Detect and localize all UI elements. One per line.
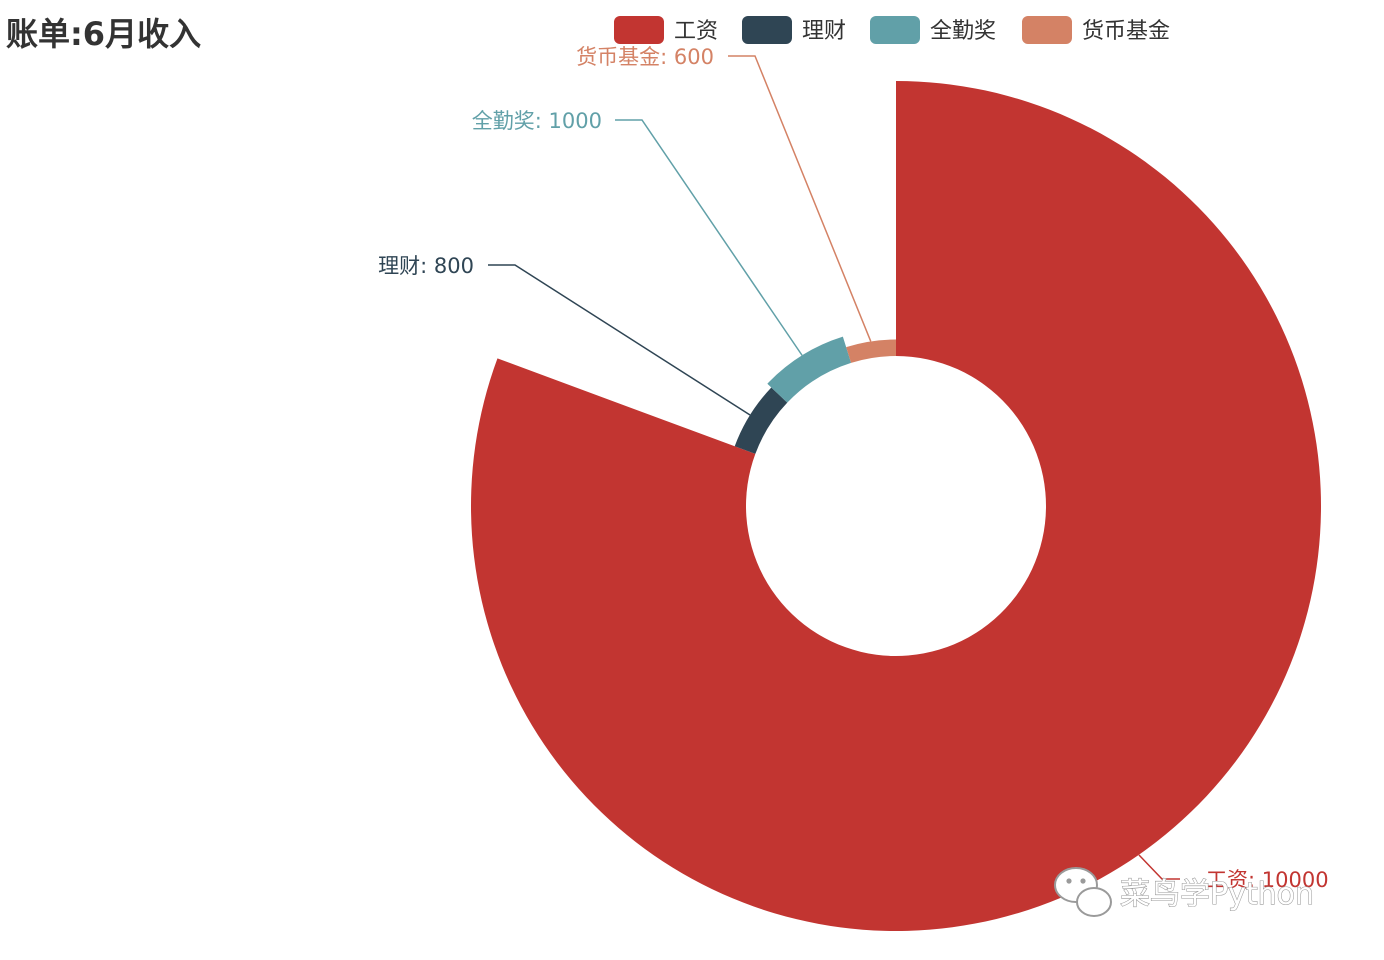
slice-e79086e8b4a2[interactable]	[734, 387, 788, 454]
legend-label: 货币基金	[1082, 19, 1170, 44]
slice-label-e585a8e58ba4e5a596: 全勤奖: 1000	[472, 109, 602, 133]
legend-item-e585a8e58ba4e5a596[interactable]: 全勤奖	[870, 16, 996, 44]
leader-line-e8b4a7e5b881e59fbae98791	[728, 55, 872, 342]
legend-swatch	[1022, 16, 1072, 44]
slice-e8b4a7e5b881e59fbae98791[interactable]	[846, 339, 896, 363]
legend-label: 工资	[674, 19, 718, 44]
watermark-text: 菜鸟学Python	[1120, 877, 1314, 912]
leader-line-e5b7a5e8b584	[1138, 854, 1180, 880]
label-leader-lines	[488, 55, 1180, 880]
watermark: 菜鸟学Python	[1054, 867, 1315, 917]
slice-e585a8e58ba4e5a596[interactable]	[767, 336, 852, 403]
legend-swatch	[870, 16, 920, 44]
slice-label-e5b7a5e8b584: 工资: 10000	[1206, 868, 1329, 892]
chart-title: 账单:6月收入	[6, 15, 201, 53]
legend-label: 全勤奖	[930, 19, 996, 44]
pie-slices	[471, 81, 1321, 931]
slice-label-e8b4a7e5b881e59fbae98791: 货币基金: 600	[576, 45, 714, 69]
slice-label-e79086e8b4a2: 理财: 800	[378, 254, 474, 278]
legend-swatch	[742, 16, 792, 44]
legend: 工资 理财 全勤奖 货币基金	[614, 16, 1170, 44]
leader-line-e585a8e58ba4e5a596	[615, 119, 803, 356]
legend-item-e79086e8b4a2[interactable]: 理财	[742, 16, 846, 44]
slice-e5b7a5e8b584[interactable]	[471, 81, 1321, 931]
legend-swatch	[614, 16, 664, 44]
slice-labels: 工资: 10000 理财: 800 全勤奖: 1000 货币基金: 600	[378, 45, 1328, 892]
legend-label: 理财	[802, 19, 846, 44]
wechat-icon	[1054, 867, 1112, 917]
legend-item-e8b4a7e5b881e59fbae98791[interactable]: 货币基金	[1022, 16, 1170, 44]
legend-item-e5b7a5e8b584[interactable]: 工资	[614, 16, 718, 44]
leader-line-e79086e8b4a2	[488, 264, 751, 416]
